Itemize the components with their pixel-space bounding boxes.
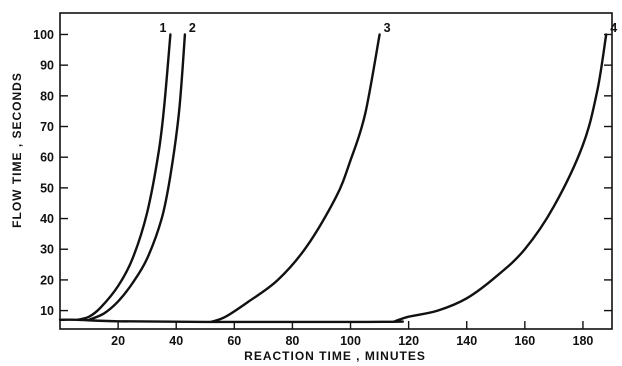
- x-tick-label-80: 80: [285, 334, 299, 348]
- y-tick-label-100: 100: [33, 28, 54, 42]
- series-2-label: 2: [189, 21, 196, 35]
- series-3-label: 3: [384, 21, 391, 35]
- y-tick-label-40: 40: [40, 212, 54, 226]
- series-4-label: 4: [610, 21, 617, 35]
- y-tick-label-10: 10: [40, 304, 54, 318]
- x-tick-label-140: 140: [456, 334, 477, 348]
- series-3-line: [209, 33, 381, 324]
- x-axis-label: REACTION TIME , MINUTES: [244, 349, 426, 363]
- series-4-line: [392, 33, 608, 323]
- y-tick-label-70: 70: [40, 120, 54, 134]
- baseline-curve: [58, 318, 404, 324]
- y-tick-label-60: 60: [40, 151, 54, 165]
- series-1-label: 1: [159, 21, 166, 35]
- y-tick-label-80: 80: [40, 89, 54, 103]
- series-2-line: [87, 33, 187, 321]
- y-tick-label-50: 50: [40, 181, 54, 195]
- x-tick-label-40: 40: [169, 334, 183, 348]
- x-tick-label-160: 160: [514, 334, 535, 348]
- y-tick-label-30: 30: [40, 243, 54, 257]
- x-tick-label-20: 20: [111, 334, 125, 348]
- plot-frame: [59, 12, 613, 330]
- y-axis-label: FLOW TIME , SECONDS: [10, 72, 24, 228]
- x-tick-label-180: 180: [573, 334, 594, 348]
- y-axis: 10 20 30 40 50 60 70 80 90 100: [33, 28, 612, 318]
- y-tick-label-90: 90: [40, 59, 54, 73]
- x-tick-label-120: 120: [398, 334, 419, 348]
- plot-curves: 1 2 3 4: [58, 21, 617, 324]
- x-tick-label-60: 60: [227, 334, 241, 348]
- x-axis: 20 40 60 80 100 120 140 160 180: [111, 321, 593, 348]
- series-1-line: [76, 33, 172, 321]
- y-tick-label-20: 20: [40, 273, 54, 287]
- x-tick-label-100: 100: [340, 334, 361, 348]
